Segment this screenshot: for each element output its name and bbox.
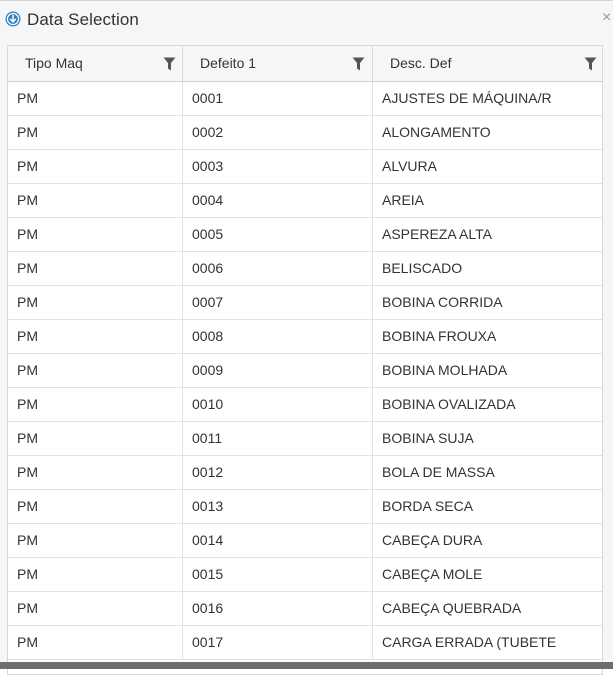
cell-tipo-maq: PM — [8, 524, 183, 557]
column-header-defeito-1[interactable]: Defeito 1 — [183, 46, 373, 81]
cell-desc-def: ALVURA — [382, 158, 437, 174]
cell-defeito-1: 0005 — [183, 218, 373, 251]
table-row[interactable]: PM 0009 BOBINA MOLHADA — [8, 354, 602, 388]
cell-defeito-1: 0011 — [183, 422, 373, 455]
cell-desc-def: AREIA — [382, 192, 425, 208]
filter-funnel-icon[interactable] — [352, 57, 365, 71]
cell-desc-def: ASPEREZA ALTA — [382, 226, 492, 242]
table-row[interactable]: PM 0016 CABEÇA QUEBRADA — [8, 592, 602, 626]
cell-tipo-maq: PM — [8, 490, 183, 523]
cell-tipo-maq: PM — [8, 150, 183, 183]
table-row[interactable]: PM 0007 BOBINA CORRIDA — [8, 286, 602, 320]
dialog-title: Data Selection — [27, 10, 139, 29]
cell-tipo-maq: PM — [8, 354, 183, 387]
cell-desc-def: BORDA SECA — [382, 498, 474, 514]
data-grid: Tipo Maq Defeito 1 Desc. Def PM 0001 AJUST… — [7, 45, 603, 675]
cell-defeito-1: 0015 — [183, 558, 373, 591]
table-row[interactable]: PM 0006 BELISCADO — [8, 252, 602, 286]
cell-desc-def: BOBINA SUJA — [382, 430, 474, 446]
cell-defeito-1: 0006 — [183, 252, 373, 285]
cell-desc-def: CABEÇA DURA — [382, 532, 483, 548]
cell-defeito-1: 0013 — [183, 490, 373, 523]
cell-defeito-1: 0014 — [183, 524, 373, 557]
cell-desc-def: AJUSTES DE MÁQUINA/R — [382, 90, 552, 106]
table-row[interactable]: PM 0008 BOBINA FROUXA — [8, 320, 602, 354]
table-row[interactable]: PM 0010 BOBINA OVALIZADA — [8, 388, 602, 422]
cell-defeito-1: 0012 — [183, 456, 373, 489]
close-button[interactable]: × — [602, 9, 612, 26]
cell-defeito-1: 0003 — [183, 150, 373, 183]
table-row[interactable]: PM 0003 ALVURA — [8, 150, 602, 184]
table-row[interactable]: PM 0013 BORDA SECA — [8, 490, 602, 524]
cell-tipo-maq: PM — [8, 456, 183, 489]
table-row[interactable]: PM 0012 BOLA DE MASSA — [8, 456, 602, 490]
cell-defeito-1: 0017 — [183, 626, 373, 659]
cell-defeito-1: 0008 — [183, 320, 373, 353]
filter-funnel-icon[interactable] — [584, 57, 597, 71]
cell-tipo-maq: PM — [8, 388, 183, 421]
cell-defeito-1: 0002 — [183, 116, 373, 149]
table-row[interactable]: PM 0005 ASPEREZA ALTA — [8, 218, 602, 252]
cell-tipo-maq: PM — [8, 184, 183, 217]
dialog-titlebar: Data Selection × — [0, 1, 613, 39]
cell-tipo-maq: PM — [8, 218, 183, 251]
cell-tipo-maq: PM — [8, 82, 183, 115]
cell-desc-def: CABEÇA MOLE — [382, 566, 483, 582]
column-header-desc-def[interactable]: Desc. Def — [373, 46, 602, 81]
cell-desc-def: BELISCADO — [382, 260, 463, 276]
cell-desc-def: ALONGAMENTO — [382, 124, 491, 140]
circle-arrow-down-icon — [5, 11, 21, 27]
cell-desc-def: BOLA DE MASSA — [382, 464, 495, 480]
table-row[interactable]: PM 0004 AREIA — [8, 184, 602, 218]
table-row[interactable]: PM 0017 CARGA ERRADA (TUBETE — [8, 626, 602, 660]
cell-tipo-maq: PM — [8, 558, 183, 591]
cell-tipo-maq: PM — [8, 286, 183, 319]
cell-tipo-maq: PM — [8, 252, 183, 285]
column-header-label: Tipo Maq — [25, 55, 83, 71]
cell-defeito-1: 0001 — [183, 82, 373, 115]
cell-defeito-1: 0009 — [183, 354, 373, 387]
column-header-tipo-maq[interactable]: Tipo Maq — [8, 46, 183, 81]
cell-defeito-1: 0007 — [183, 286, 373, 319]
table-row[interactable]: PM 0001 AJUSTES DE MÁQUINA/R — [8, 82, 602, 116]
cell-tipo-maq: PM — [8, 626, 183, 659]
cell-tipo-maq: PM — [8, 592, 183, 625]
dialog-bottom-edge — [0, 662, 613, 669]
cell-desc-def: CARGA ERRADA (TUBETE — [382, 634, 557, 650]
table-row[interactable]: PM 0015 CABEÇA MOLE — [8, 558, 602, 592]
cell-desc-def: BOBINA FROUXA — [382, 328, 497, 344]
cell-desc-def: CABEÇA QUEBRADA — [382, 600, 522, 616]
column-header-label: Desc. Def — [390, 55, 452, 71]
grid-header: Tipo Maq Defeito 1 Desc. Def — [8, 46, 602, 82]
column-header-label: Defeito 1 — [200, 55, 257, 71]
cell-desc-def: BOBINA OVALIZADA — [382, 396, 516, 412]
cell-defeito-1: 0010 — [183, 388, 373, 421]
cell-desc-def: BOBINA CORRIDA — [382, 294, 503, 310]
cell-defeito-1: 0004 — [183, 184, 373, 217]
table-row[interactable]: PM 0014 CABEÇA DURA — [8, 524, 602, 558]
cell-defeito-1: 0016 — [183, 592, 373, 625]
filter-funnel-icon[interactable] — [163, 57, 176, 71]
cell-desc-def: BOBINA MOLHADA — [382, 362, 508, 378]
cell-tipo-maq: PM — [8, 320, 183, 353]
cell-tipo-maq: PM — [8, 116, 183, 149]
cell-tipo-maq: PM — [8, 422, 183, 455]
table-row[interactable]: PM 0011 BOBINA SUJA — [8, 422, 602, 456]
table-row[interactable]: PM 0002 ALONGAMENTO — [8, 116, 602, 150]
